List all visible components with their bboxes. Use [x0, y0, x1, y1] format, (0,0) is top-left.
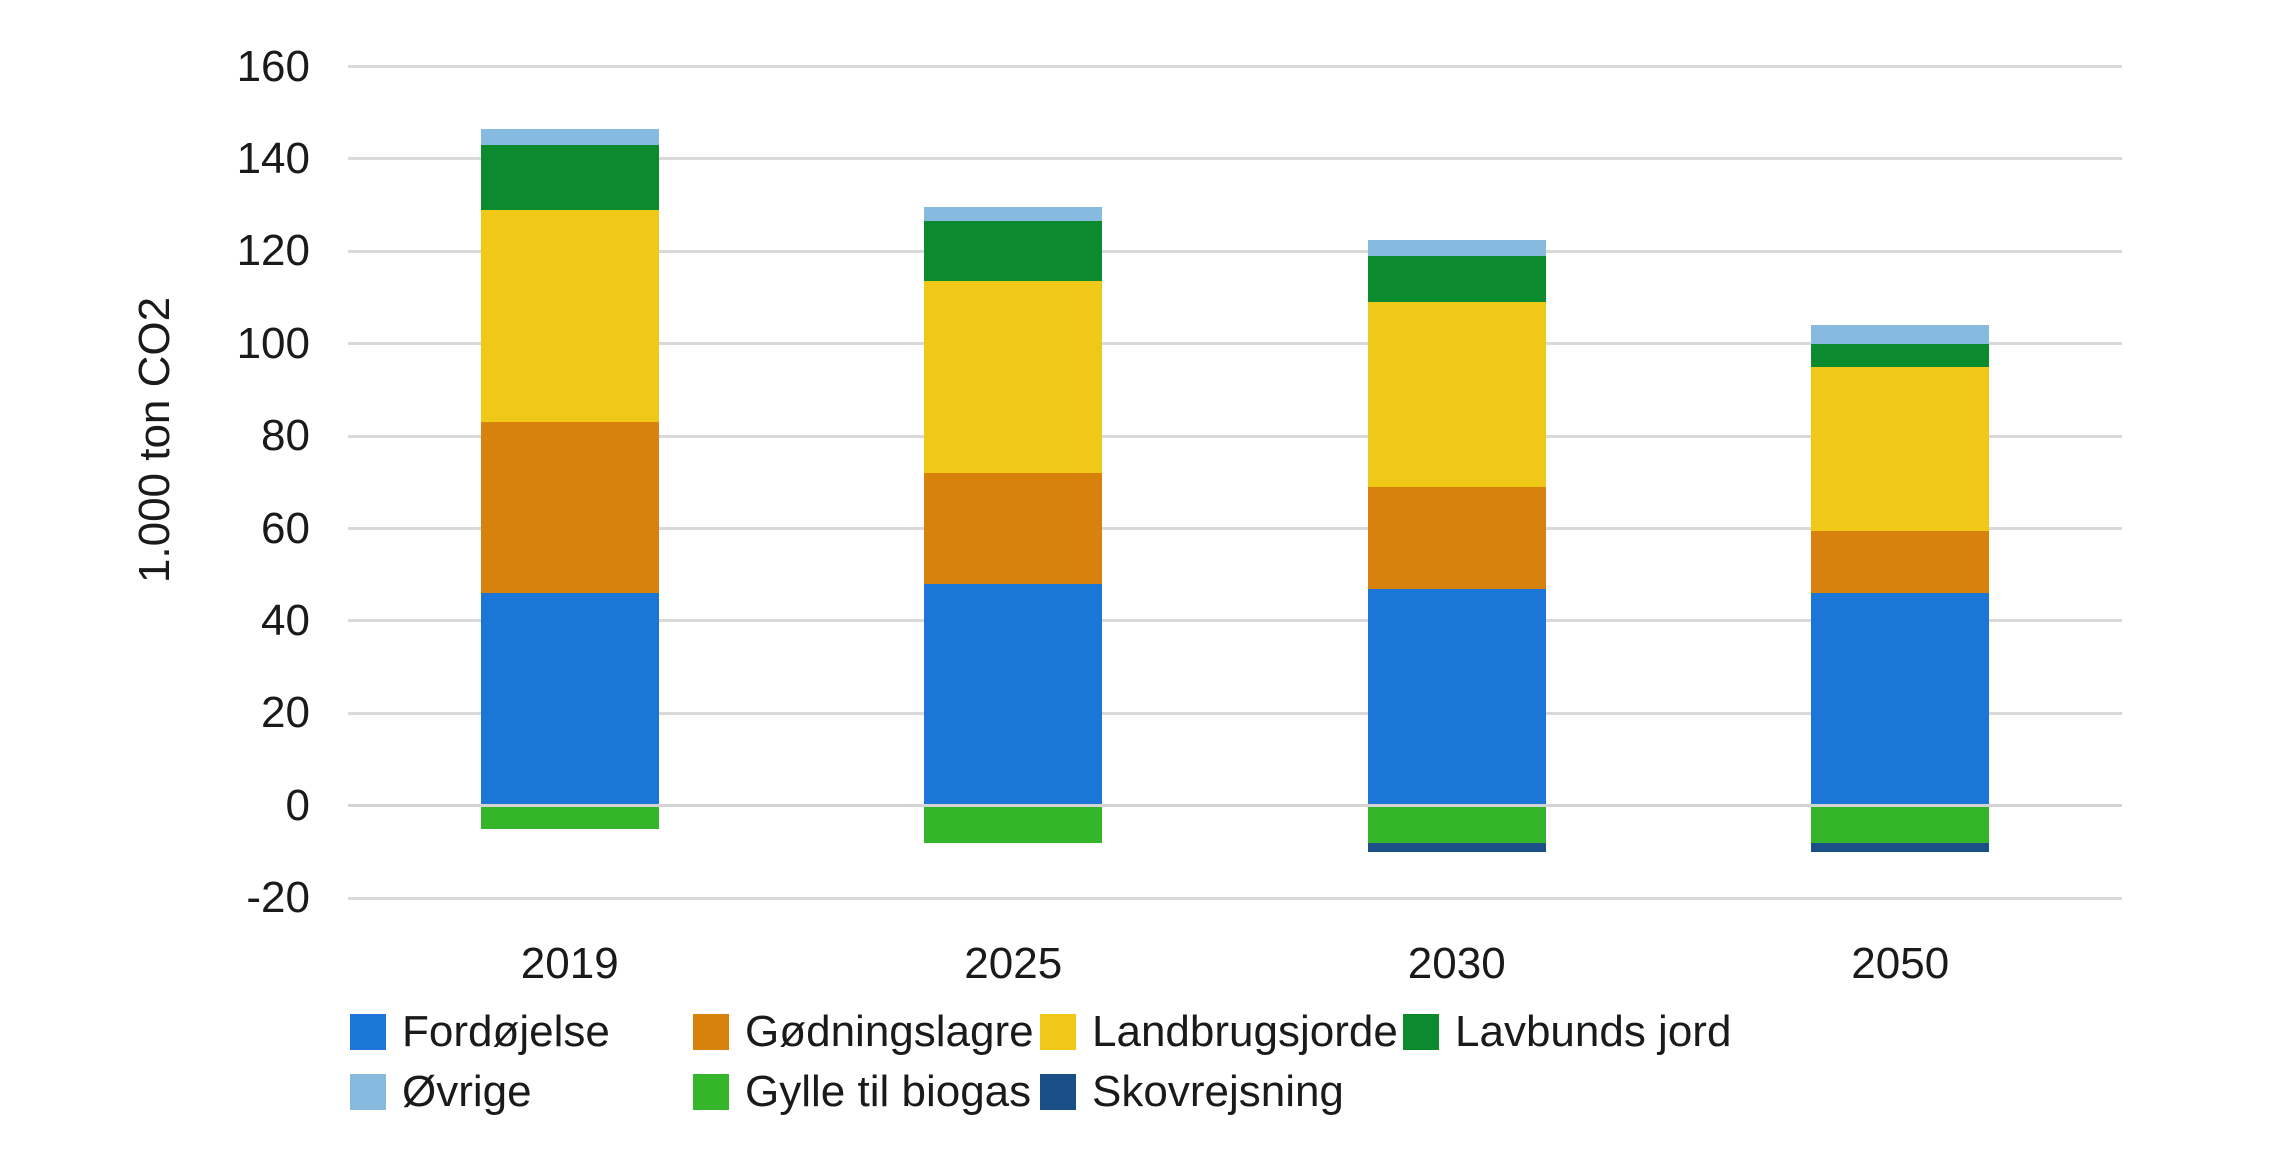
legend-label: Fordøjelse — [402, 1007, 610, 1056]
legend-swatch-gylle-til-biogas — [693, 1074, 729, 1110]
bar-segment-gylle-til-biogas — [924, 805, 1103, 843]
x-axis-label: 2019 — [520, 939, 619, 988]
legend-label: Skovrejsning — [1092, 1067, 1344, 1116]
legend-swatch--vrige — [350, 1074, 386, 1110]
y-tick-label: 60 — [261, 503, 310, 553]
legend-label: Øvrige — [402, 1067, 532, 1116]
bar-segment-ford-jelse — [1811, 593, 1990, 806]
bar-segment-ford-jelse — [480, 593, 659, 806]
legend-swatch-skovrejsning — [1040, 1074, 1076, 1110]
gridline — [348, 527, 2122, 530]
bar-segment--vrige — [1811, 325, 1990, 344]
gridline — [348, 619, 2122, 623]
gridline — [348, 434, 2122, 438]
y-tick-label: 80 — [261, 411, 310, 461]
bar-segment-g-dningslagre — [924, 473, 1103, 584]
bar-segment-gylle-til-biogas — [480, 805, 659, 829]
bar-segment-skovrejsning — [1811, 842, 1990, 852]
y-tick-label: 0 — [285, 780, 310, 830]
y-tick-label: 160 — [236, 41, 310, 91]
bar-segment-skovrejsning — [1367, 842, 1546, 852]
legend-label: Gødningslagre — [745, 1007, 1034, 1056]
zero-gridline — [348, 804, 2122, 808]
legend-swatch-lavbunds-jord — [1403, 1014, 1439, 1050]
bar-segment-gylle-til-biogas — [1811, 805, 1990, 843]
legend-swatch-g-dningslagre — [693, 1014, 729, 1050]
y-tick-label: 120 — [236, 226, 310, 276]
bar-segment-ford-jelse — [1367, 588, 1546, 806]
gridline — [348, 249, 2122, 253]
bar-segment--vrige — [480, 128, 659, 146]
gridline — [348, 157, 2122, 161]
bar-segment-lavbunds-jord — [924, 221, 1103, 282]
bar-segment-lavbunds-jord — [1811, 343, 1990, 367]
bar-segment--vrige — [924, 207, 1103, 222]
x-axis-label: 2050 — [1851, 939, 1950, 988]
gridline — [348, 65, 2122, 68]
y-tick-label: 100 — [236, 318, 310, 368]
bar-segment-landbrugsjorde — [1367, 302, 1546, 487]
bar-segment--vrige — [1367, 239, 1546, 256]
bar-segment-landbrugsjorde — [924, 281, 1103, 474]
bar-segment-lavbunds-jord — [480, 145, 659, 210]
legend-label: Landbrugsjorde — [1092, 1007, 1398, 1056]
bar-segment-g-dningslagre — [1811, 530, 1990, 594]
x-axis-label: 2025 — [964, 939, 1063, 988]
y-tick-label: 140 — [236, 133, 310, 183]
legend-swatch-ford-jelse — [350, 1014, 386, 1050]
bar-segment-landbrugsjorde — [1811, 366, 1990, 531]
bar-segment-gylle-til-biogas — [1367, 805, 1546, 843]
bar-segment-lavbunds-jord — [1367, 255, 1546, 303]
bar-segment-landbrugsjorde — [480, 209, 659, 423]
gridline — [348, 896, 2122, 900]
y-tick-label: -20 — [246, 873, 310, 923]
y-tick-label: 20 — [261, 688, 310, 738]
bar-segment-g-dningslagre — [1367, 486, 1546, 589]
bar-segment-g-dningslagre — [480, 422, 659, 594]
legend-swatch-landbrugsjorde — [1040, 1014, 1076, 1050]
y-tick-label: 40 — [261, 595, 310, 645]
x-axis-label: 2030 — [1407, 939, 1506, 988]
gridline — [348, 342, 2122, 346]
bar-segment-ford-jelse — [924, 583, 1103, 806]
legend-label: Lavbunds jord — [1455, 1007, 1732, 1056]
legend-label: Gylle til biogas — [745, 1067, 1032, 1116]
gridline — [348, 711, 2122, 715]
